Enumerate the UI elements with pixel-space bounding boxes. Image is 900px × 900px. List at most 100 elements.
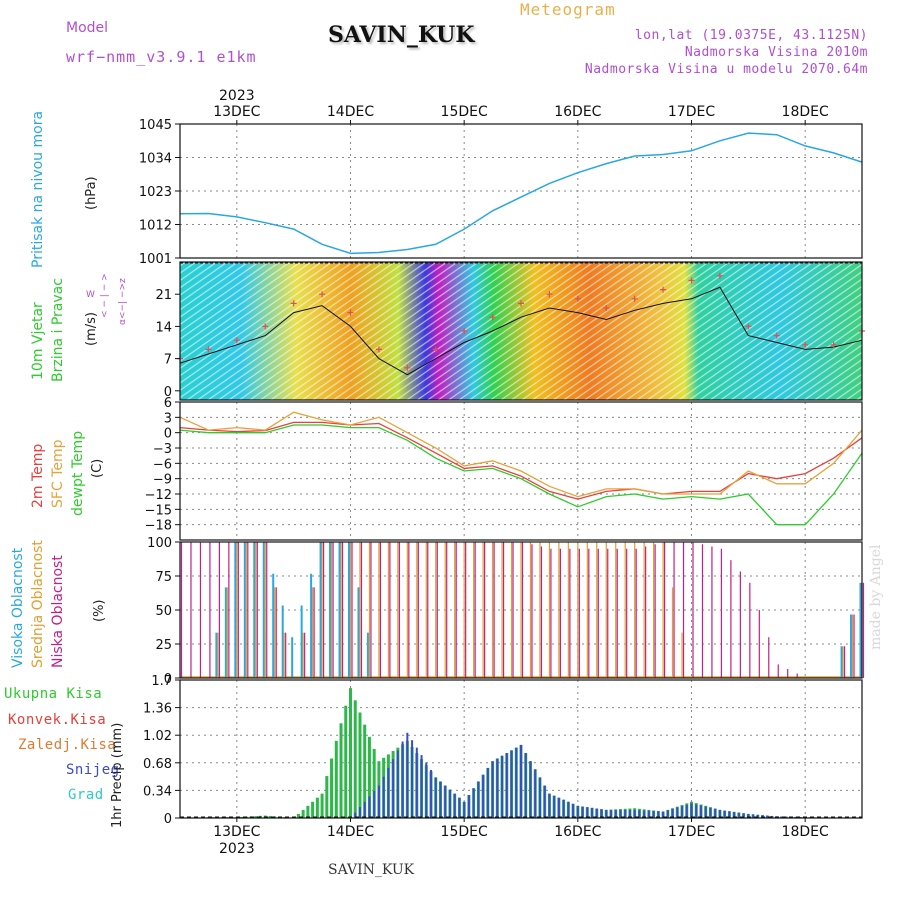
y-tick-label: 50 bbox=[155, 604, 172, 619]
precip-snow-bar bbox=[425, 762, 428, 818]
y-tick-label: −12 bbox=[145, 488, 172, 503]
wind-gust-marker bbox=[347, 309, 354, 316]
time-label-bottom: 16DEC bbox=[554, 824, 601, 840]
precip-snow-bar bbox=[643, 810, 646, 818]
precip-snow-bar bbox=[382, 776, 385, 818]
time-label-top: 14DEC bbox=[327, 104, 374, 120]
time-label-bottom: 15DEC bbox=[441, 824, 488, 840]
precip-total-bar bbox=[363, 724, 367, 818]
precip-snow-bar bbox=[771, 815, 774, 818]
precip-snow-bar bbox=[510, 750, 513, 818]
wind-gust-marker bbox=[688, 277, 695, 284]
time-label-bottom: 17DEC bbox=[668, 824, 715, 840]
precip-snow-bar bbox=[619, 809, 622, 818]
precip-snow-bar bbox=[411, 740, 414, 818]
time-label-bottom: 14DEC bbox=[327, 824, 374, 840]
precip-snow-bar bbox=[714, 808, 717, 818]
precip-snow-bar bbox=[638, 810, 641, 818]
precip-snow-bar bbox=[690, 803, 693, 818]
wind-gust-marker bbox=[461, 328, 468, 334]
y-tick-label: 0 bbox=[164, 812, 172, 827]
wind-gust-marker bbox=[830, 341, 837, 348]
precip-snow-bar bbox=[534, 769, 537, 818]
footer-station: SAVIN_KUK bbox=[328, 862, 415, 878]
year-label-bottom: 2023 bbox=[219, 841, 255, 857]
precip-snow-bar bbox=[572, 803, 575, 818]
y-tick-label: 1034 bbox=[139, 152, 172, 167]
temp-dewpoint-line bbox=[179, 424, 863, 526]
precip-legend-frozen: Zaledj.Kisa bbox=[18, 737, 117, 753]
info-model-altitude: Nadmorska Visina u modelu 2070.64m bbox=[584, 62, 868, 77]
precip-snow-bar bbox=[766, 815, 769, 818]
precip-snow-bar bbox=[652, 810, 655, 818]
time-label-top: 15DEC bbox=[441, 104, 488, 120]
precip-total-bar bbox=[330, 758, 334, 818]
y-tick-label: 6 bbox=[164, 396, 172, 411]
precip-total-bar bbox=[268, 815, 272, 818]
info-lonlat: lon,lat (19.0375E, 43.1125N) bbox=[634, 28, 868, 43]
panel-frame bbox=[179, 541, 863, 679]
precip-snow-bar bbox=[482, 774, 485, 818]
precip-total-bar bbox=[367, 736, 371, 818]
precip-snow-bar bbox=[633, 809, 636, 818]
time-label-top: 16DEC bbox=[554, 104, 601, 120]
wind-barb-texture bbox=[180, 262, 862, 400]
precip-total-bar bbox=[254, 816, 258, 818]
precip-total-bar bbox=[339, 723, 343, 818]
y-tick-label: 1012 bbox=[139, 219, 172, 234]
precip-legend-conv: Konvek.Kisa bbox=[8, 712, 107, 728]
precip-snow-bar bbox=[666, 810, 669, 818]
precip-snow-bar bbox=[628, 809, 631, 818]
precip-snow-bar bbox=[358, 807, 361, 818]
precip-snow-bar bbox=[591, 807, 594, 818]
precip-snow-bar bbox=[742, 813, 745, 818]
y-tick-label: −18 bbox=[145, 519, 172, 534]
y-tick-label: −6 bbox=[153, 457, 172, 472]
precip-snow-bar bbox=[567, 801, 570, 818]
y-tick-label: −3 bbox=[153, 442, 172, 457]
precip-total-bar bbox=[334, 740, 338, 818]
precip-total-bar bbox=[358, 712, 362, 818]
y-tick-label: −9 bbox=[153, 473, 172, 488]
y-tick-label: 75 bbox=[155, 570, 172, 585]
precip-snow-bar bbox=[647, 810, 650, 818]
precip-total-bar bbox=[315, 797, 319, 818]
precip-snow-bar bbox=[472, 788, 475, 818]
precip-snow-bar bbox=[401, 741, 404, 818]
y-tick-label: 1.7 bbox=[151, 674, 172, 689]
wind-gust-marker bbox=[375, 346, 382, 353]
precip-snow-bar bbox=[562, 799, 565, 818]
wind-gust-marker bbox=[205, 346, 212, 353]
meteogram-label: Meteogram bbox=[520, 0, 616, 19]
precip-legend-snow: Snijeg bbox=[66, 762, 120, 778]
y-tick-label: −15 bbox=[145, 503, 172, 518]
pressure-line bbox=[179, 132, 863, 255]
panel-frame bbox=[179, 679, 863, 819]
precip-total-bar bbox=[306, 805, 310, 818]
temp-2m-line bbox=[179, 421, 863, 500]
station-title: SAVIN_KUK bbox=[328, 22, 475, 48]
precip-snow-bar bbox=[581, 806, 584, 818]
precip-snow-bar bbox=[614, 809, 617, 818]
precip-snow-bar bbox=[467, 795, 470, 818]
precip-snow-bar bbox=[453, 793, 456, 818]
wind-gust-marker bbox=[773, 332, 780, 339]
wind-gust-marker bbox=[603, 305, 610, 311]
y-tick-label: 1.36 bbox=[143, 702, 172, 717]
time-label-top: 18DEC bbox=[782, 104, 829, 120]
precip-snow-bar bbox=[377, 785, 380, 818]
wind-gust-marker bbox=[631, 295, 638, 302]
precip-snow-bar bbox=[458, 797, 461, 818]
precip-snow-bar bbox=[728, 811, 731, 818]
precip-snow-bar bbox=[420, 755, 423, 818]
wind-gust-marker bbox=[262, 323, 269, 330]
precip-snow-bar bbox=[737, 812, 740, 818]
precip-legend-total: Ukupna Kisa bbox=[4, 686, 103, 702]
precip-snow-bar bbox=[448, 789, 451, 818]
year-label-top: 2023 bbox=[219, 88, 255, 104]
y-tick-label: 14 bbox=[155, 320, 172, 335]
precip-snow-bar bbox=[363, 801, 366, 818]
time-label-top: 13DEC bbox=[213, 104, 260, 120]
precip-snow-bar bbox=[595, 808, 598, 818]
precip-legend-grad: Grad bbox=[68, 787, 104, 803]
